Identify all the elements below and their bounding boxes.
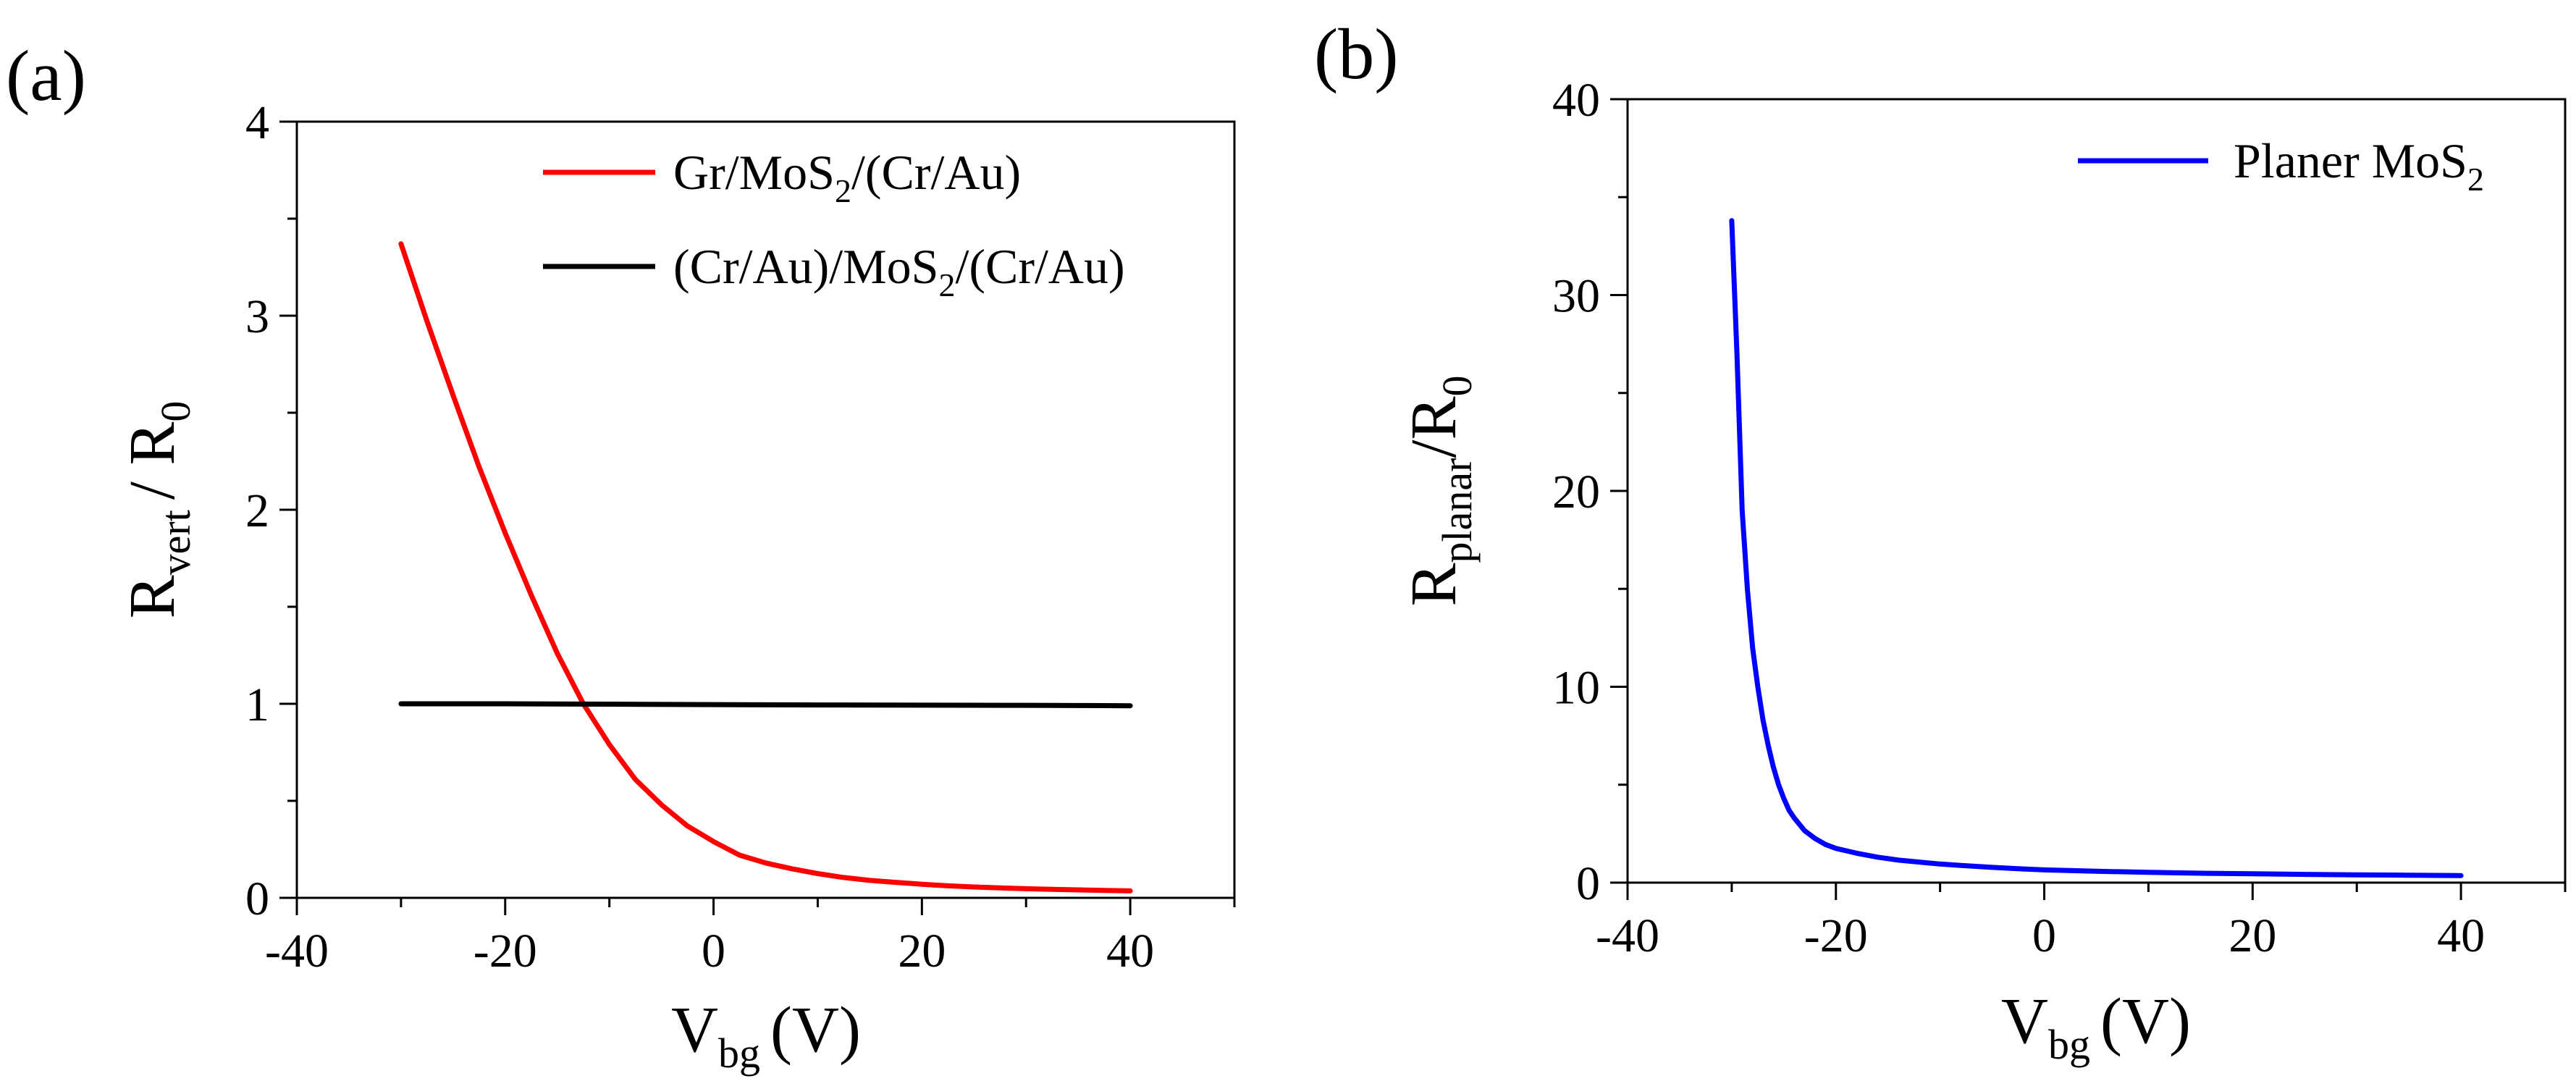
panel-b-plot-frame: [1626, 98, 2567, 884]
x-tick-label: 20: [2228, 909, 2276, 962]
panel-a: (a) -40 -20 0 20 40 0 1 2 3 4 Gr/MoS2/(Cr/Au) (Cr…: [6, 35, 1236, 1077]
panel-a-legend-label-2: (Cr/Au)/MoS2/(Cr/Au): [673, 239, 1125, 303]
y-tick-label: 3: [245, 290, 269, 343]
panel-a-x-ticks: -40 -20 0 20 40: [265, 898, 1236, 977]
panel-b-series-line-1: [1729, 218, 2464, 878]
x-tick-label: -40: [1596, 909, 1659, 962]
panel-b-x-ticks: -40 -20 0 20 40: [1596, 883, 2567, 962]
y-tick-label: 1: [245, 678, 269, 731]
panel-a-y-axis-title: Rvert/ R0: [117, 401, 199, 619]
y-tick-label: 40: [1552, 74, 1600, 127]
y-tick-label: 0: [245, 873, 269, 925]
x-tick-label: 0: [702, 925, 725, 977]
panel-b-legend-label-1: Planer MoS2: [2234, 133, 2484, 198]
panel-b-label: (b): [1314, 14, 1399, 94]
panel-b-y-axis-title: Rplanar/R0: [1398, 376, 1481, 607]
panel-a-series: [398, 241, 1133, 894]
panel-b-y-ticks: 0 10 20 30 40: [1552, 74, 1628, 910]
panel-b-legend: Planer MoS2: [2078, 133, 2484, 198]
panel-a-series-line-2: [398, 701, 1133, 709]
x-tick-label: -20: [1804, 909, 1868, 962]
x-tick-label: 20: [898, 925, 946, 977]
panel-a-y-ticks: 0 1 2 3 4: [245, 96, 297, 925]
y-tick-label: 2: [245, 484, 269, 537]
y-tick-label: 4: [245, 96, 269, 149]
panel-a-legend: Gr/MoS2/(Cr/Au) (Cr/Au)/MoS2/(Cr/Au): [543, 145, 1125, 303]
x-tick-label: -40: [265, 925, 329, 977]
y-tick-label: 30: [1552, 270, 1600, 323]
y-tick-label: 0: [1576, 857, 1600, 910]
x-tick-label: -20: [473, 925, 537, 977]
panel-b: (b) -40 -20 0 20 40 0 10 20 30 40 Planer MoS2 Vb…: [1314, 14, 2567, 1068]
panel-a-x-axis-title: Vbg (V): [671, 994, 861, 1077]
panel-a-series-line-1: [398, 241, 1133, 894]
x-tick-label: 40: [1106, 925, 1154, 977]
y-tick-label: 10: [1552, 662, 1600, 715]
x-tick-label: 0: [2032, 909, 2056, 962]
panel-a-label: (a): [6, 35, 86, 116]
panel-a-plot-frame: [295, 120, 1236, 899]
panel-a-legend-label-1: Gr/MoS2/(Cr/Au): [673, 145, 1021, 209]
panel-b-x-axis-title: Vbg (V): [2001, 985, 2191, 1068]
y-tick-label: 20: [1552, 466, 1600, 518]
panel-b-series: [1729, 218, 2464, 878]
x-tick-label: 40: [2437, 909, 2485, 962]
